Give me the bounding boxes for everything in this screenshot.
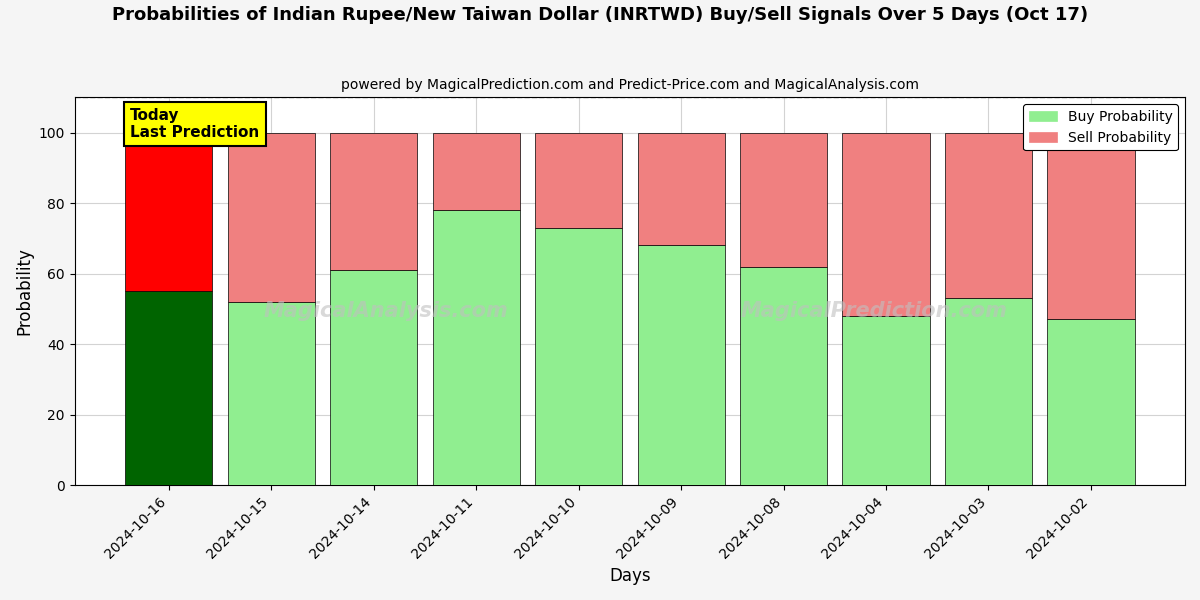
Bar bbox=[1048, 319, 1134, 485]
Text: MagicalPrediction.com: MagicalPrediction.com bbox=[740, 301, 1008, 320]
Bar bbox=[842, 316, 930, 485]
Bar bbox=[740, 266, 827, 485]
Y-axis label: Probability: Probability bbox=[16, 247, 34, 335]
Bar bbox=[432, 133, 520, 210]
Text: Today
Last Prediction: Today Last Prediction bbox=[131, 108, 259, 140]
Title: powered by MagicalPrediction.com and Predict-Price.com and MagicalAnalysis.com: powered by MagicalPrediction.com and Pre… bbox=[341, 78, 919, 92]
Bar bbox=[432, 210, 520, 485]
Bar bbox=[228, 133, 314, 302]
Legend: Buy Probability, Sell Probability: Buy Probability, Sell Probability bbox=[1024, 104, 1178, 151]
Bar bbox=[535, 133, 622, 228]
Bar bbox=[944, 298, 1032, 485]
Text: Probabilities of Indian Rupee/New Taiwan Dollar (INRTWD) Buy/Sell Signals Over 5: Probabilities of Indian Rupee/New Taiwan… bbox=[112, 6, 1088, 24]
Bar bbox=[740, 133, 827, 266]
Bar bbox=[330, 270, 418, 485]
Bar bbox=[330, 133, 418, 270]
X-axis label: Days: Days bbox=[610, 567, 650, 585]
Bar bbox=[637, 133, 725, 245]
Bar bbox=[842, 133, 930, 316]
Bar bbox=[228, 302, 314, 485]
Bar bbox=[1048, 133, 1134, 319]
Bar bbox=[535, 228, 622, 485]
Bar bbox=[944, 133, 1032, 298]
Bar bbox=[637, 245, 725, 485]
Bar bbox=[125, 133, 212, 291]
Text: MagicalAnalysis.com: MagicalAnalysis.com bbox=[263, 301, 508, 320]
Bar bbox=[125, 291, 212, 485]
